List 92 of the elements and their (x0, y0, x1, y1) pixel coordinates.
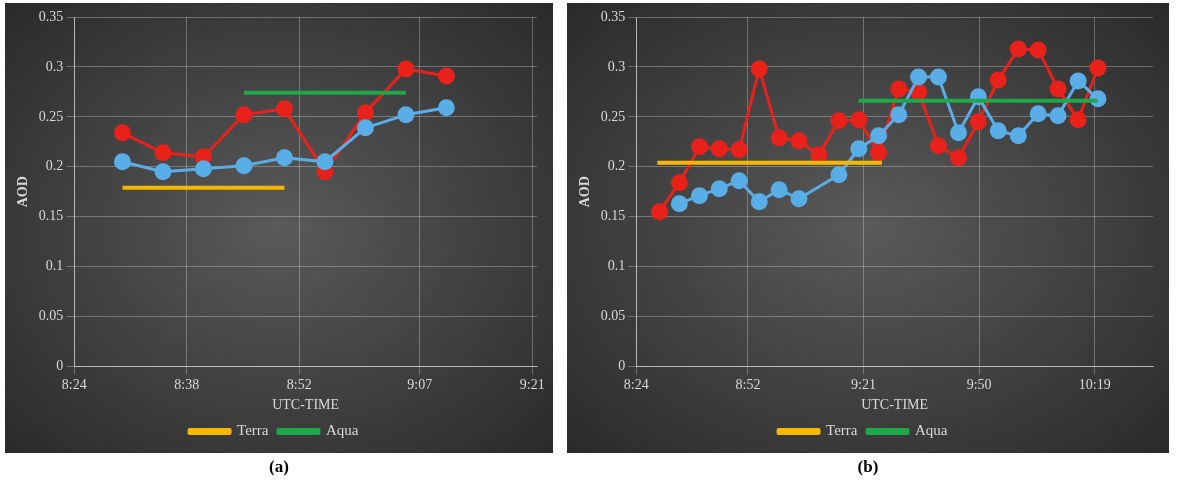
y-tick-label: 0.1 (45, 258, 64, 274)
point (1049, 80, 1067, 98)
point (929, 68, 947, 86)
x-tick-label: 9:07 (407, 377, 433, 393)
y-tick-label: 0.25 (38, 108, 64, 124)
y-tick-label: 0.2 (45, 158, 64, 174)
point (114, 153, 131, 171)
point (730, 172, 748, 190)
point (770, 129, 788, 147)
point (356, 119, 374, 137)
point (670, 174, 688, 192)
point (790, 190, 808, 208)
x-tick-label: 8:24 (61, 377, 87, 393)
x-tick-label: 8:38 (174, 377, 200, 393)
point (1029, 41, 1047, 59)
point (235, 106, 253, 124)
point (194, 160, 212, 178)
point (790, 132, 808, 150)
point (1009, 127, 1027, 145)
point (750, 193, 768, 211)
point (890, 80, 908, 98)
point (1069, 111, 1087, 129)
point (397, 106, 415, 124)
point (154, 163, 172, 181)
point (750, 60, 768, 78)
x-tick-label: 9:21 (851, 377, 876, 393)
y-tick-label: 0.05 (38, 308, 64, 324)
point (870, 127, 888, 145)
point (770, 181, 788, 199)
point (651, 203, 668, 221)
point (850, 140, 868, 158)
point (969, 113, 987, 131)
y-tick-label: 0.15 (38, 208, 64, 224)
y-tick-label: 0.3 (607, 58, 626, 74)
x-tick-label: 8:24 (623, 377, 649, 393)
y-tick-label: 0.25 (600, 108, 626, 124)
y-tick-label: 0.05 (600, 308, 626, 324)
y-tick-label: 0 (618, 358, 626, 374)
x-tick-label: 9:50 (966, 377, 992, 393)
point (989, 71, 1007, 89)
text: (a) (269, 457, 289, 477)
point (950, 149, 968, 167)
point (1009, 40, 1027, 58)
point (870, 144, 888, 162)
point (890, 106, 908, 124)
point (275, 149, 293, 167)
point (437, 99, 455, 117)
y-tick-label: 0.35 (600, 8, 626, 24)
point (1049, 107, 1067, 125)
legend-label: Aqua (914, 422, 948, 439)
point (397, 60, 415, 78)
point (830, 166, 848, 184)
y-axis-title: AOD (15, 176, 31, 208)
point (437, 67, 455, 85)
y-tick-label: 0.2 (607, 158, 626, 174)
y-tick-label: 0.35 (38, 8, 64, 24)
x-axis-title: UTC-TIME (861, 397, 929, 413)
legend-label: Terra (826, 422, 858, 439)
text: (b) (857, 457, 879, 477)
y-tick-label: 0.15 (600, 208, 626, 224)
point (950, 124, 968, 142)
point (1029, 105, 1047, 123)
y-tick-label: 0 (56, 358, 64, 374)
x-tick-label: 10:19 (1078, 377, 1111, 393)
legend-label: Terra (237, 422, 269, 439)
point (235, 157, 253, 175)
point (830, 112, 848, 130)
x-tick-label: 8:52 (735, 377, 761, 393)
point (1069, 72, 1087, 90)
point (316, 153, 334, 171)
y-axis-title: AOD (577, 176, 593, 208)
point (1089, 59, 1107, 77)
point (275, 100, 293, 118)
point (929, 137, 947, 155)
point (154, 144, 172, 162)
point (710, 140, 728, 158)
point (114, 124, 131, 142)
x-tick-label: 9:21 (519, 377, 545, 393)
legend-label: Aqua (325, 422, 359, 439)
x-tick-label: 8:52 (286, 377, 312, 393)
point (710, 180, 728, 198)
point (730, 141, 748, 159)
point (910, 68, 928, 86)
point (989, 122, 1007, 140)
point (690, 187, 708, 205)
point (850, 111, 868, 129)
point (690, 138, 708, 156)
y-tick-label: 0.1 (607, 258, 626, 274)
point (670, 195, 688, 213)
x-axis-title: UTC-TIME (272, 397, 340, 413)
y-tick-label: 0.3 (45, 58, 64, 74)
point (356, 104, 374, 122)
